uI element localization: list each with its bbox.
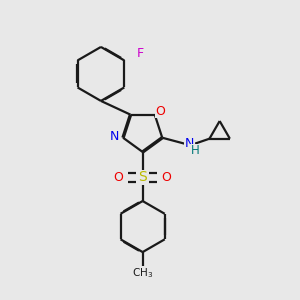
Text: O: O bbox=[156, 105, 166, 118]
Text: CH$_3$: CH$_3$ bbox=[132, 266, 153, 280]
Text: O: O bbox=[114, 171, 124, 184]
Text: N: N bbox=[110, 130, 119, 143]
Text: H: H bbox=[191, 145, 200, 158]
Text: N: N bbox=[184, 137, 194, 150]
Text: F: F bbox=[136, 46, 144, 60]
Text: O: O bbox=[162, 171, 172, 184]
Text: S: S bbox=[138, 170, 147, 184]
